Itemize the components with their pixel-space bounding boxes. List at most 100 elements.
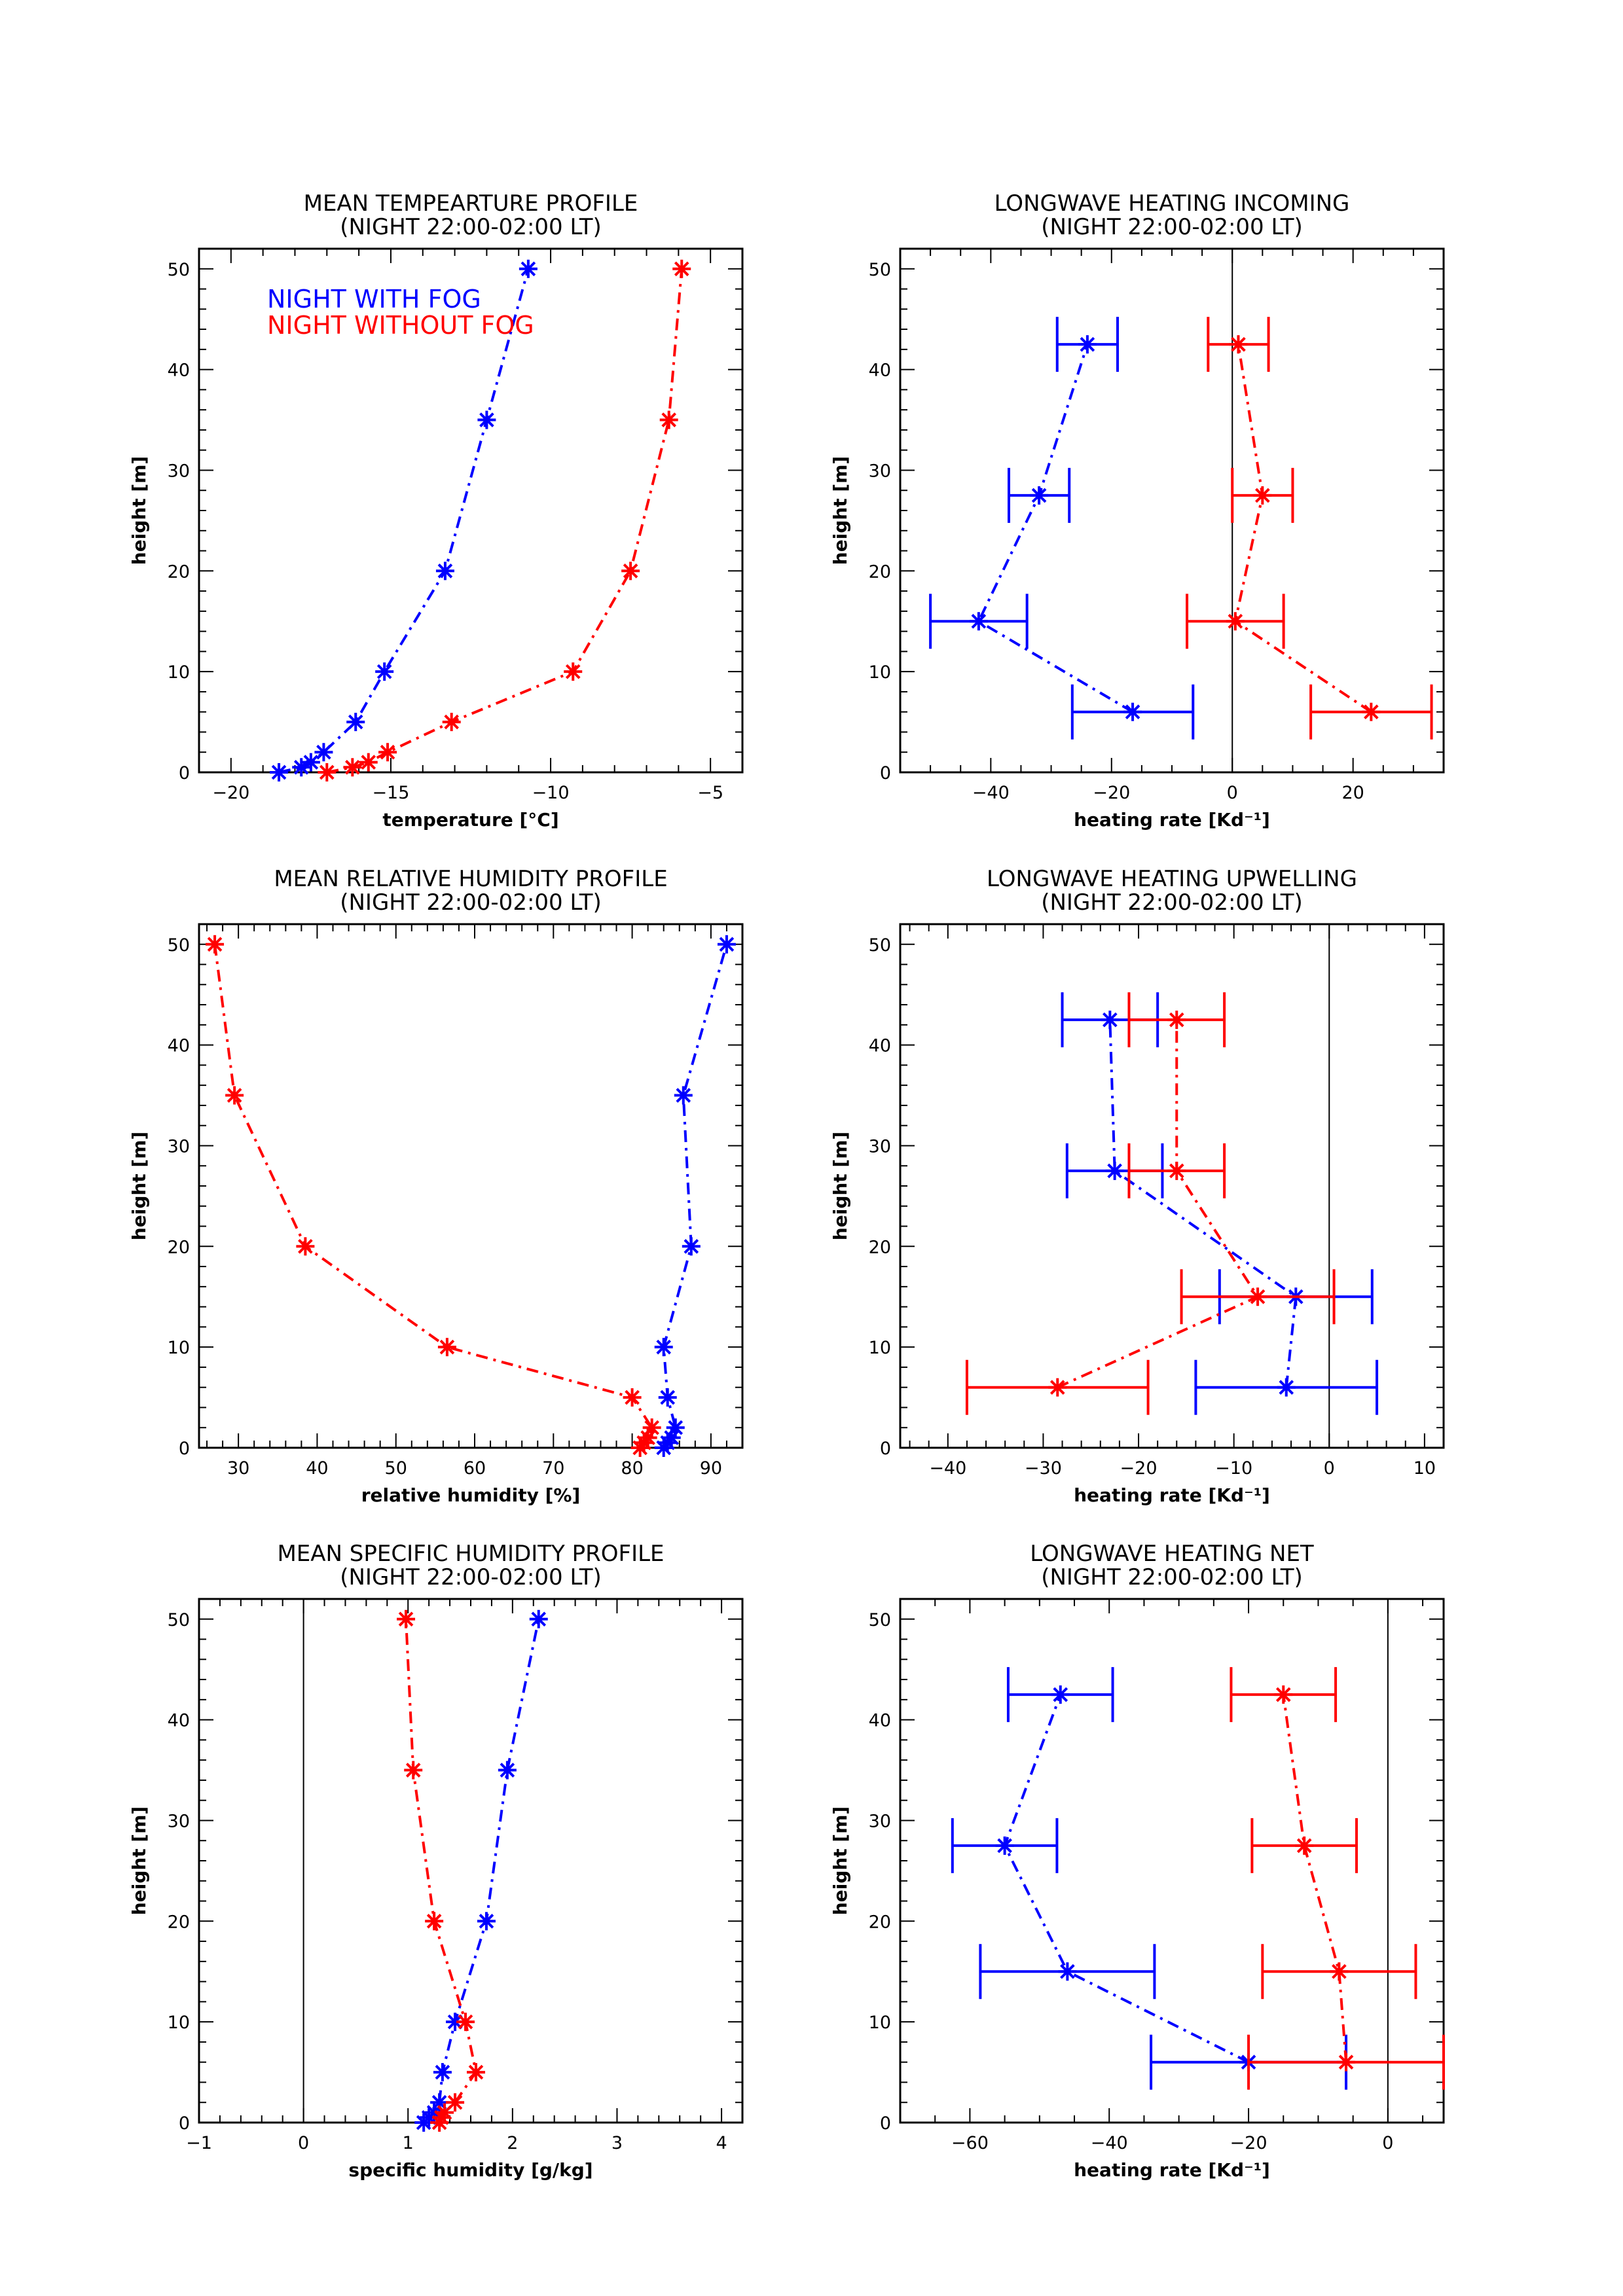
data-point (270, 763, 289, 781)
x-tick-label: −10 (1215, 1458, 1252, 1479)
series-fog (654, 935, 736, 1457)
plot-frame (198, 923, 744, 1449)
y-axis-label: height [m] (128, 1132, 150, 1240)
y-tick-label: 30 (869, 1136, 891, 1157)
y-axis-label: height [m] (128, 456, 150, 565)
chart-title: MEAN TEMPEARTURE PROFILE (304, 190, 638, 217)
chart-title: MEAN SPECIFIC HUMIDITY PROFILE (277, 1541, 664, 1567)
y-tick-label: 0 (880, 1439, 891, 1459)
chart-title: LONGWAVE HEATING UPWELLING (987, 866, 1357, 892)
x-axis-label: heating rate [Kd⁻¹] (1074, 1484, 1270, 1506)
y-tick-label: 0 (179, 1439, 190, 1459)
y-tick-label: 50 (869, 260, 891, 280)
plot-frame (899, 1598, 1445, 2124)
chart-subtitle: (NIGHT 22:00-02:00 LT) (1041, 1564, 1303, 1590)
y-tick-label: 40 (168, 361, 190, 381)
series-line (1057, 1020, 1260, 1389)
y-tick-label: 0 (880, 763, 891, 783)
series-line (1282, 1694, 1348, 2062)
x-tick-label: 0 (298, 2133, 309, 2153)
plot-frame (899, 923, 1445, 1449)
data-point (1249, 1287, 1267, 1306)
x-tick-label: 10 (1413, 1458, 1436, 1479)
data-point (1337, 2053, 1356, 2072)
x-tick-label: 40 (306, 1458, 328, 1479)
y-tick-label: 20 (869, 562, 891, 582)
series-fog (929, 317, 1195, 740)
x-tick-label: 80 (621, 1458, 643, 1479)
data-point (564, 662, 583, 681)
data-point (477, 410, 496, 429)
y-tick-label: 20 (168, 1912, 190, 1932)
y-tick-label: 10 (168, 1338, 190, 1358)
series-line (1233, 344, 1372, 713)
data-point (1253, 486, 1272, 505)
data-point (519, 259, 538, 278)
chart-title: MEAN RELATIVE HUMIDITY PROFILE (274, 866, 667, 892)
y-axis-label: height [m] (830, 1806, 851, 1915)
data-point (343, 758, 362, 777)
data-point (206, 935, 225, 954)
x-tick-label: −5 (697, 783, 723, 803)
data-point (435, 562, 454, 581)
series-nofog (206, 935, 661, 1457)
y-tick-label: 50 (168, 1610, 190, 1630)
y-tick-label: 20 (168, 562, 190, 582)
data-point (1078, 335, 1097, 354)
y-tick-label: 30 (869, 1811, 891, 1831)
x-tick-label: −30 (1025, 1458, 1062, 1479)
data-point (425, 1912, 444, 1931)
series-nofog (1186, 317, 1433, 740)
data-point (1226, 612, 1245, 631)
chart-title: LONGWAVE HEATING INCOMING (994, 190, 1350, 217)
data-point (1101, 1011, 1120, 1030)
series-line (662, 944, 728, 1449)
y-tick-label: 0 (880, 2113, 891, 2134)
data-point (296, 1237, 315, 1256)
data-point (682, 1237, 701, 1256)
data-point (659, 410, 678, 429)
y-tick-label: 40 (168, 1036, 190, 1056)
data-point (477, 1912, 496, 1931)
x-tick-label: 70 (542, 1458, 564, 1479)
y-tick-label: 50 (168, 260, 190, 280)
data-point (498, 1761, 517, 1780)
x-tick-label: −60 (951, 2133, 989, 2153)
series-line (213, 944, 653, 1449)
x-tick-label: 30 (227, 1458, 249, 1479)
data-point (672, 259, 691, 278)
y-tick-label: 30 (869, 461, 891, 481)
series-nofog (1230, 1667, 1445, 2090)
series-fog (270, 259, 538, 781)
data-point (969, 612, 988, 631)
data-point (1330, 1962, 1349, 1981)
x-tick-label: 50 (385, 1458, 407, 1479)
y-tick-label: 10 (168, 662, 190, 683)
data-point (1167, 1161, 1186, 1180)
x-tick-label: −20 (1230, 2133, 1267, 2153)
data-point (654, 1338, 673, 1357)
y-tick-label: 20 (168, 1237, 190, 1257)
data-point (1105, 1161, 1124, 1180)
data-point (404, 1761, 423, 1780)
chart-subtitle: (NIGHT 22:00-02:00 LT) (1041, 889, 1303, 916)
data-point (717, 935, 736, 954)
data-point (466, 2063, 485, 2082)
y-tick-label: 50 (168, 935, 190, 956)
data-point (642, 1418, 661, 1437)
data-point (442, 713, 461, 732)
x-tick-label: −1 (186, 2133, 212, 2153)
x-tick-label: 0 (1382, 2133, 1393, 2153)
chart-subtitle: (NIGHT 22:00-02:00 LT) (340, 1564, 602, 1590)
data-point (621, 562, 640, 581)
y-tick-label: 40 (869, 1711, 891, 1731)
data-point (378, 743, 397, 762)
series-line (326, 268, 684, 774)
y-tick-label: 10 (869, 2013, 891, 2033)
data-point (1295, 1836, 1314, 1855)
x-axis-label: relative humidity [%] (361, 1484, 581, 1506)
x-tick-label: −10 (532, 783, 570, 803)
x-axis-label: specific humidity [g/kg] (348, 2159, 593, 2181)
chart-panel-6: LONGWAVE HEATING NET(NIGHT 22:00-02:00 L… (830, 1541, 1445, 2181)
